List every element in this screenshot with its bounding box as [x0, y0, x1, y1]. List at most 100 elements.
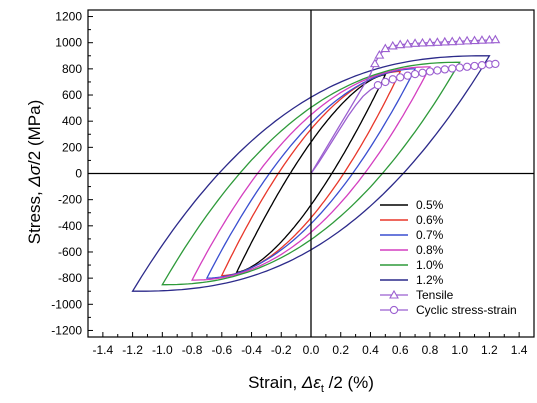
tensile-marker	[477, 35, 487, 44]
x-tick-label: -1.2	[122, 343, 143, 357]
tensile-marker	[410, 38, 421, 47]
legend-entry: 0.8%	[380, 243, 444, 257]
x-tick-label: 0.6	[392, 343, 409, 357]
x-axis-label-symbol: Δε	[301, 373, 321, 392]
legend-marker	[389, 305, 399, 315]
x-tick-label: -0.4	[241, 343, 262, 357]
tensile-marker	[374, 50, 385, 59]
legend-entry: 0.6%	[380, 213, 444, 227]
loop-0-7pct	[205, 68, 417, 279]
y-axis-ticks: -1200 -1000 -800 -600 -400 -200 0 200 400 600 800 1…	[51, 10, 93, 337]
tensile-marker	[432, 37, 443, 46]
cyclic-marker	[418, 68, 427, 77]
cyclic-marker	[433, 66, 442, 75]
y-axis-label-prefix: Stress,	[25, 187, 44, 245]
cyclic-marker	[462, 62, 472, 71]
legend-label: 0.7%	[416, 228, 444, 242]
x-tick-label: -1.4	[93, 343, 114, 357]
tensile-marker	[424, 37, 435, 47]
tensile-marker	[469, 35, 480, 45]
tensile-marker	[402, 38, 413, 48]
legend-label: 1.2%	[416, 273, 444, 287]
cyclic-marker	[470, 61, 479, 71]
y-tick-label: -600	[58, 245, 82, 259]
x-axis-label: Strain, Δεt /2 (%)	[248, 373, 374, 395]
tensile-marker	[447, 36, 458, 46]
tensile-marker	[395, 39, 406, 49]
cyclic-marker	[455, 63, 464, 72]
tensile-marker	[417, 37, 428, 47]
cyclic-marker	[403, 71, 412, 80]
tensile-curve	[310, 34, 501, 174]
loop-0-6pct	[220, 70, 402, 277]
cyclic-marker	[388, 75, 397, 84]
legend-label: 0.6%	[416, 213, 444, 227]
loop-0-5pct	[235, 73, 387, 274]
tensile-marker	[462, 35, 473, 45]
y-tick-label: -800	[58, 271, 82, 285]
x-tick-label: 0.2	[332, 343, 349, 357]
y-tick-label: 1200	[55, 10, 82, 24]
legend-marker	[389, 289, 399, 299]
legend-entry: 0.7%	[380, 228, 444, 242]
data-curves	[131, 34, 501, 292]
cyclic-curve	[310, 59, 500, 174]
cyclic-marker	[448, 64, 457, 73]
tensile-marker	[380, 43, 391, 53]
y-tick-label: 600	[62, 88, 82, 102]
y-axis-label-suffix: /2 (MPa)	[25, 100, 44, 165]
x-tick-label: 1.0	[451, 343, 468, 357]
y-tick-label: -200	[58, 193, 82, 207]
legend-entry: 1.2%	[380, 273, 444, 287]
x-tick-label: -0.2	[271, 343, 292, 357]
y-tick-label: 200	[62, 140, 82, 154]
x-tick-label: 0.8	[422, 343, 439, 357]
y-tick-label: -400	[58, 219, 82, 233]
x-tick-label: 1.4	[511, 343, 528, 357]
x-tick-label: -0.6	[211, 343, 232, 357]
loop-0-8pct	[191, 66, 431, 281]
x-axis-ticks: -1.4 -1.2 -1.0 -0.8 -0.6 -0.4 -0.2 0.0 0.2 0.4 0.6…	[93, 332, 528, 357]
legend-label: 1.0%	[416, 258, 444, 272]
legend-label: 0.5%	[416, 198, 444, 212]
x-tick-label: -1.0	[152, 343, 173, 357]
cyclic-marker	[477, 61, 487, 70]
x-axis-label-prefix: Strain,	[248, 373, 302, 392]
legend-label: 0.8%	[416, 243, 444, 257]
x-tick-label: 0.0	[303, 343, 320, 357]
tensile-marker	[454, 36, 465, 45]
cyclic-marker	[396, 73, 405, 82]
y-axis-label-symbol: Δσ	[25, 164, 44, 187]
legend-entry: Tensile	[380, 288, 454, 302]
y-tick-label: 800	[62, 62, 82, 76]
x-tick-label: 1.2	[481, 343, 498, 357]
y-tick-label: 0	[75, 167, 82, 181]
cyclic-marker	[381, 77, 390, 87]
cyclic-marker	[410, 69, 420, 79]
y-axis-label: Stress, Δσ/2 (MPa)	[25, 100, 44, 244]
y-tick-label: -1200	[51, 323, 82, 337]
cyclic-marker	[373, 81, 383, 90]
legend-label: Cyclic stress-strain	[416, 303, 517, 317]
cyclic-line	[310, 63, 496, 174]
y-tick-label: 400	[62, 114, 82, 128]
x-tick-label: 0.4	[362, 343, 379, 357]
tensile-marker	[484, 34, 495, 44]
cyclic-marker	[491, 59, 500, 69]
loop-1-2pct	[131, 55, 491, 292]
x-axis-label-subscript: t	[321, 383, 324, 395]
tensile-marker	[490, 34, 501, 44]
tensile-marker	[439, 36, 450, 46]
loop-1-0pct	[161, 61, 461, 286]
legend-entry: 0.5%	[380, 198, 444, 212]
tensile-marker	[369, 58, 380, 68]
tensile-marker	[387, 40, 398, 50]
legend-entry: Cyclic stress-strain	[380, 303, 517, 317]
x-tick-label: -0.8	[182, 343, 203, 357]
cyclic-marker	[425, 67, 435, 76]
y-tick-label: 1000	[55, 36, 82, 50]
legend-entry: 1.0%	[380, 258, 444, 272]
legend-label: Tensile	[416, 288, 454, 302]
